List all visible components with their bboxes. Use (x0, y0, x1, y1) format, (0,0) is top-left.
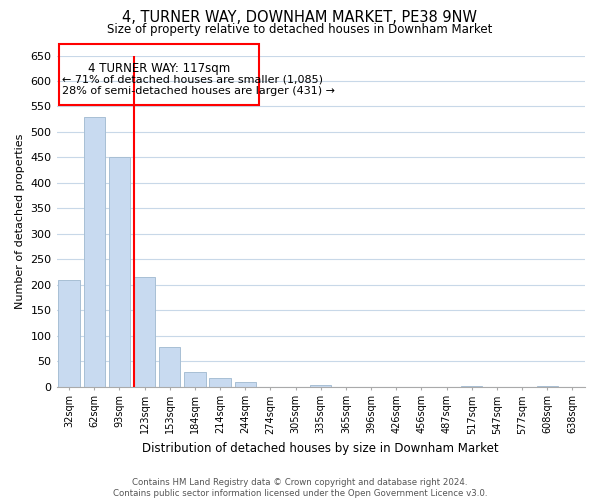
Bar (159, 347, 181, 387)
Bar (83, 116, 105, 386)
Text: ← 71% of detached houses are smaller (1,085): ← 71% of detached houses are smaller (1,… (62, 75, 323, 85)
Text: 4 TURNER WAY: 117sqm: 4 TURNER WAY: 117sqm (88, 62, 230, 74)
Bar (58, 280, 80, 386)
Y-axis label: Number of detached properties: Number of detached properties (15, 134, 25, 308)
Bar (109, 158, 130, 386)
Bar (310, 385, 331, 386)
Bar (134, 277, 155, 386)
Text: 4, TURNER WAY, DOWNHAM MARKET, PE38 9NW: 4, TURNER WAY, DOWNHAM MARKET, PE38 9NW (122, 10, 478, 25)
Text: Contains HM Land Registry data © Crown copyright and database right 2024.
Contai: Contains HM Land Registry data © Crown c… (113, 478, 487, 498)
Bar (209, 378, 231, 386)
X-axis label: Distribution of detached houses by size in Downham Market: Distribution of detached houses by size … (142, 442, 499, 455)
Text: Size of property relative to detached houses in Downham Market: Size of property relative to detached ho… (107, 22, 493, 36)
Bar (235, 382, 256, 386)
Bar (184, 372, 206, 386)
Text: 28% of semi-detached houses are larger (431) →: 28% of semi-detached houses are larger (… (62, 86, 335, 96)
